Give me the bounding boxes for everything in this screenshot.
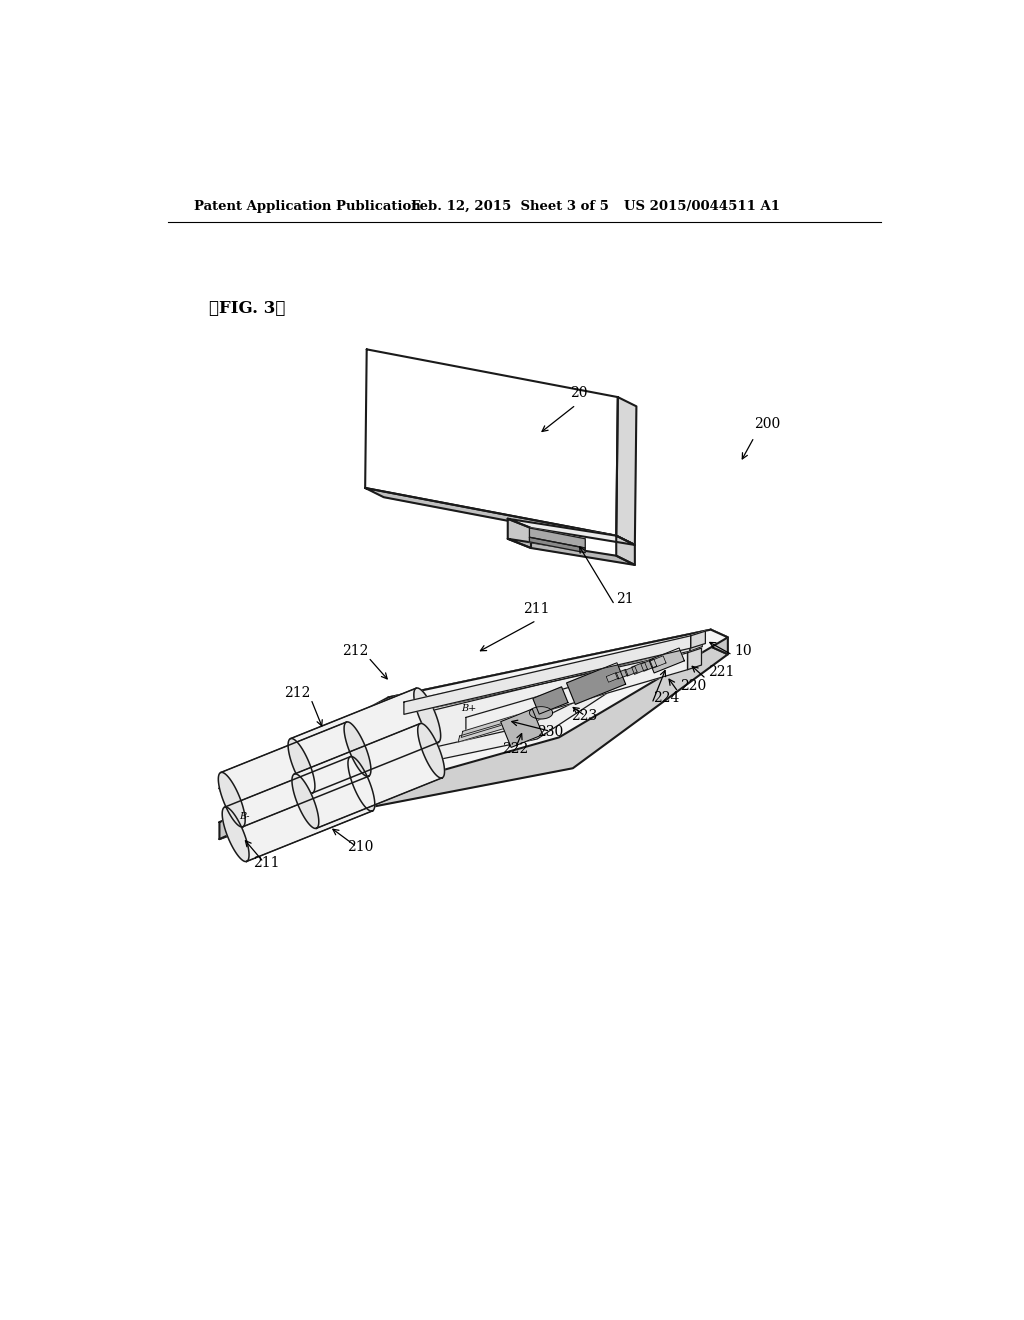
Text: 212: 212 — [342, 644, 369, 659]
Text: 10: 10 — [734, 644, 752, 659]
Polygon shape — [219, 647, 728, 840]
Text: 224: 224 — [653, 692, 680, 705]
Polygon shape — [234, 639, 690, 803]
Polygon shape — [687, 648, 701, 669]
Polygon shape — [690, 635, 702, 651]
Polygon shape — [501, 709, 543, 747]
Polygon shape — [292, 774, 318, 829]
Polygon shape — [222, 807, 249, 862]
Polygon shape — [616, 536, 635, 565]
Polygon shape — [218, 772, 245, 826]
Polygon shape — [650, 656, 666, 668]
Polygon shape — [294, 723, 442, 829]
Polygon shape — [529, 706, 553, 719]
Polygon shape — [348, 756, 375, 810]
Polygon shape — [219, 814, 237, 840]
Polygon shape — [288, 738, 315, 793]
Text: 211: 211 — [253, 855, 280, 870]
Polygon shape — [690, 631, 706, 648]
Polygon shape — [461, 714, 518, 738]
Polygon shape — [366, 488, 635, 545]
Polygon shape — [403, 636, 690, 714]
Polygon shape — [366, 350, 617, 536]
Text: B-: B- — [239, 812, 250, 821]
Polygon shape — [248, 651, 678, 789]
Text: 210: 210 — [347, 841, 374, 854]
Polygon shape — [219, 630, 728, 829]
Polygon shape — [529, 528, 586, 548]
Text: B+: B+ — [462, 704, 476, 713]
Polygon shape — [221, 722, 369, 826]
Polygon shape — [606, 672, 618, 682]
Polygon shape — [414, 688, 440, 743]
Polygon shape — [616, 397, 636, 545]
Text: 21: 21 — [616, 593, 634, 606]
Polygon shape — [224, 756, 373, 862]
Text: 221: 221 — [708, 665, 734, 678]
Polygon shape — [458, 719, 517, 742]
Text: 211: 211 — [523, 602, 550, 615]
Polygon shape — [532, 686, 568, 714]
Polygon shape — [632, 661, 647, 675]
Text: 220: 220 — [680, 678, 707, 693]
Polygon shape — [529, 537, 586, 553]
Polygon shape — [566, 663, 626, 705]
Polygon shape — [641, 659, 656, 672]
Text: 230: 230 — [538, 725, 563, 739]
Text: 200: 200 — [755, 417, 780, 430]
Text: 223: 223 — [570, 710, 597, 723]
Polygon shape — [615, 669, 628, 680]
Polygon shape — [466, 653, 687, 734]
Text: US 2015/0044511 A1: US 2015/0044511 A1 — [624, 199, 780, 213]
Polygon shape — [649, 648, 684, 673]
Polygon shape — [344, 722, 371, 776]
Text: 222: 222 — [503, 742, 528, 756]
Polygon shape — [508, 539, 635, 565]
Polygon shape — [237, 647, 693, 805]
Polygon shape — [625, 667, 637, 676]
Polygon shape — [711, 630, 728, 655]
Polygon shape — [508, 519, 635, 545]
Polygon shape — [403, 639, 690, 714]
Text: 【FIG. 3】: 【FIG. 3】 — [209, 300, 286, 317]
Polygon shape — [291, 688, 438, 793]
Text: 212: 212 — [285, 686, 311, 701]
Polygon shape — [388, 630, 711, 714]
Text: Patent Application Publication: Patent Application Publication — [194, 199, 421, 213]
Text: 20: 20 — [569, 385, 587, 400]
Polygon shape — [418, 723, 444, 777]
Text: Feb. 12, 2015  Sheet 3 of 5: Feb. 12, 2015 Sheet 3 of 5 — [411, 199, 608, 213]
Polygon shape — [508, 519, 531, 548]
